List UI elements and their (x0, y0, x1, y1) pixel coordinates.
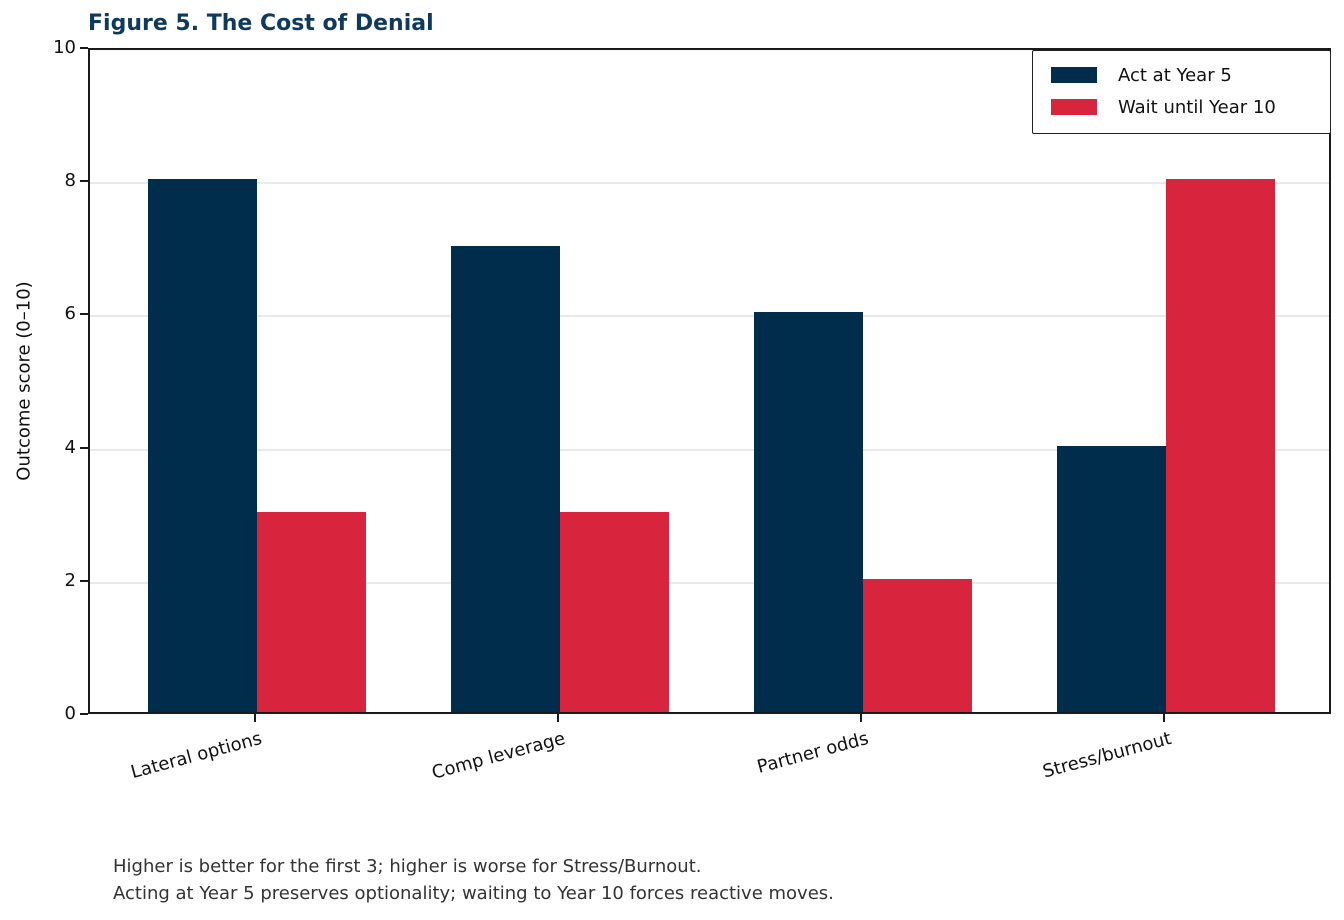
y-tick-label-8: 8 (64, 170, 76, 192)
x-tick-label-stress-burnout: Stress/burnout (1040, 728, 1174, 783)
x-tick-mark-comp-leverage (556, 714, 559, 722)
legend-row: Wait until Year 10 (1051, 96, 1330, 118)
legend-label-act-at-year-5: Act at Year 5 (1118, 64, 1232, 86)
bar-wait-until-year-10-lateral-options (257, 512, 366, 712)
footnote-line-1: Higher is better for the first 3; higher… (113, 856, 702, 877)
y-tick-mark-0 (80, 713, 88, 715)
plot-area (88, 48, 1331, 714)
bar-act-at-year-5-comp-leverage (451, 246, 560, 712)
legend-label-wait-until-year-10: Wait until Year 10 (1118, 96, 1276, 118)
gridline-y-6 (90, 315, 1329, 318)
gridline-y-8 (90, 182, 1329, 185)
bar-wait-until-year-10-partner-odds (863, 579, 972, 712)
footnote-line-2: Acting at Year 5 preserves optionality; … (113, 883, 834, 904)
x-tick-mark-lateral-options (253, 714, 256, 722)
y-tick-mark-6 (80, 313, 88, 316)
bar-wait-until-year-10-comp-leverage (560, 512, 669, 712)
bar-wait-until-year-10-stress-burnout (1166, 179, 1275, 712)
legend-swatch-wait-until-year-10 (1051, 99, 1097, 115)
y-tick-label-0: 0 (64, 703, 76, 724)
legend-row: Act at Year 5 (1051, 64, 1330, 86)
y-tick-label-6: 6 (64, 303, 76, 325)
y-tick-label-2: 2 (64, 569, 76, 591)
x-tick-label-partner-odds: Partner odds (754, 728, 871, 778)
x-tick-label-comp-leverage: Comp leverage (429, 728, 568, 784)
bar-act-at-year-5-lateral-options (148, 179, 257, 712)
gridline-y-2 (90, 581, 1329, 584)
y-axis-label: Outcome score (0–10) (13, 281, 35, 481)
bar-act-at-year-5-partner-odds (754, 312, 863, 712)
y-tick-mark-8 (80, 180, 88, 183)
gridline-y-4 (90, 448, 1329, 451)
y-tick-mark-10 (80, 47, 88, 49)
y-tick-mark-2 (80, 579, 88, 582)
y-tick-label-10: 10 (53, 37, 76, 58)
x-tick-mark-stress-burnout (1163, 714, 1166, 722)
footnote: Higher is better for the first 3; higher… (113, 853, 834, 907)
legend-swatch-act-at-year-5 (1051, 67, 1097, 83)
x-tick-mark-partner-odds (860, 714, 863, 722)
chart-title: Figure 5. The Cost of Denial (88, 11, 434, 36)
legend: Act at Year 5 Wait until Year 10 (1032, 50, 1331, 134)
x-tick-label-lateral-options: Lateral options (128, 728, 264, 784)
y-tick-label-4: 4 (64, 436, 76, 458)
y-tick-mark-4 (80, 446, 88, 449)
bar-act-at-year-5-stress-burnout (1057, 446, 1166, 712)
